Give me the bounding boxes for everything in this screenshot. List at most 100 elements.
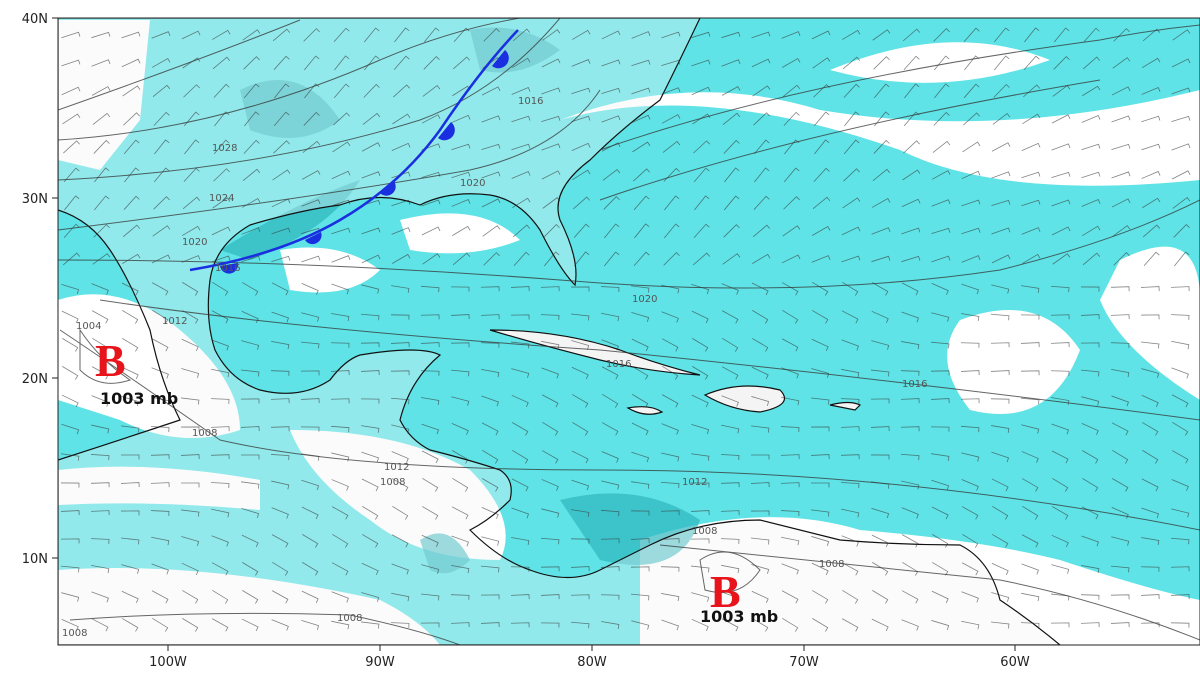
wind-barb bbox=[842, 29, 861, 40]
wind-barb bbox=[1021, 451, 1039, 463]
wind-barb bbox=[991, 562, 1009, 576]
wind-barb bbox=[782, 225, 801, 237]
wind-barb bbox=[450, 286, 470, 292]
wind-barb bbox=[542, 421, 559, 436]
wind-barb bbox=[930, 426, 950, 432]
wind-barb bbox=[931, 506, 949, 520]
wind-barb bbox=[61, 592, 80, 602]
wind-barb bbox=[360, 398, 380, 404]
wind-barb bbox=[1082, 477, 1099, 492]
wind-barb bbox=[122, 224, 141, 238]
wind-barb bbox=[120, 454, 140, 460]
wind-barb bbox=[481, 171, 501, 179]
wind-barb bbox=[782, 84, 801, 98]
wind-barb bbox=[901, 507, 919, 519]
wind-barb bbox=[661, 423, 679, 435]
wind-barb bbox=[930, 370, 950, 376]
wind-barb bbox=[1111, 198, 1131, 208]
wind-barb bbox=[811, 338, 829, 352]
wind-barb bbox=[782, 309, 799, 324]
wind-barb bbox=[361, 478, 379, 492]
wind-barb bbox=[421, 564, 440, 574]
wind-barb bbox=[1141, 170, 1161, 179]
wind-barb bbox=[240, 426, 260, 432]
wind-barb bbox=[1171, 58, 1191, 68]
wind-barb bbox=[1140, 314, 1160, 320]
wind-barb bbox=[151, 282, 169, 296]
longitude-label: 100W bbox=[149, 655, 187, 670]
wind-barb bbox=[242, 29, 261, 41]
wind-barb bbox=[1053, 56, 1070, 70]
wind-barb bbox=[183, 111, 200, 127]
wind-barb bbox=[992, 534, 1009, 548]
wind-barb bbox=[422, 477, 439, 492]
wind-barb bbox=[244, 111, 260, 127]
wind-barb bbox=[691, 86, 711, 96]
wind-barb bbox=[1083, 27, 1100, 43]
wind-barb bbox=[691, 453, 710, 461]
wind-barb bbox=[182, 618, 199, 632]
wind-barb bbox=[181, 562, 199, 576]
wind-barb bbox=[302, 534, 319, 548]
wind-barb bbox=[1172, 197, 1191, 209]
wind-barb bbox=[872, 168, 891, 181]
wind-barb bbox=[1023, 55, 1040, 71]
wind-barb bbox=[1111, 395, 1129, 407]
wind-barb bbox=[633, 168, 650, 182]
wind-barb bbox=[421, 397, 440, 405]
wind-barb bbox=[181, 536, 200, 546]
wind-barb bbox=[661, 452, 680, 462]
wind-barb bbox=[1021, 142, 1041, 151]
wind-barb bbox=[840, 426, 860, 432]
wind-barb bbox=[810, 426, 830, 432]
wind-barb bbox=[92, 337, 109, 352]
wind-barb bbox=[961, 283, 980, 295]
wind-barb bbox=[273, 55, 290, 70]
wind-barb bbox=[601, 480, 620, 490]
latitude-label: 10N bbox=[22, 552, 48, 567]
wind-barb bbox=[300, 426, 320, 432]
wind-barb bbox=[93, 195, 110, 211]
wind-barb bbox=[212, 281, 229, 296]
wind-barb bbox=[900, 453, 920, 461]
wind-barb bbox=[1171, 367, 1189, 379]
wind-barb bbox=[330, 425, 350, 433]
wind-barb bbox=[64, 195, 80, 211]
wind-barb bbox=[964, 55, 980, 71]
wind-barb bbox=[631, 59, 651, 67]
wind-barb bbox=[62, 252, 81, 266]
wind-barb bbox=[122, 338, 139, 352]
wind-barb bbox=[572, 169, 591, 181]
wind-barb bbox=[243, 83, 260, 99]
wind-barb bbox=[573, 196, 591, 210]
wind-barb bbox=[1110, 594, 1130, 600]
wind-barb bbox=[211, 310, 229, 324]
wind-barb bbox=[361, 284, 380, 294]
wind-barb bbox=[664, 195, 680, 211]
wind-barb bbox=[751, 282, 769, 296]
wind-barb bbox=[570, 594, 590, 600]
wind-barb bbox=[601, 30, 621, 40]
wind-barb bbox=[1171, 170, 1191, 180]
wind-barb bbox=[991, 171, 1011, 179]
wind-barb bbox=[751, 31, 771, 39]
wind-barb bbox=[333, 112, 350, 126]
wind-barb bbox=[783, 196, 800, 210]
wind-barb bbox=[121, 58, 141, 68]
wind-barb bbox=[541, 115, 561, 123]
wind-barb bbox=[331, 591, 349, 603]
wind-barb bbox=[1171, 340, 1190, 350]
wind-barb bbox=[723, 139, 740, 154]
axis-ticks bbox=[52, 17, 1016, 651]
wind-barb bbox=[661, 619, 679, 631]
wind-barb bbox=[451, 535, 469, 547]
wind-barb bbox=[1021, 227, 1041, 235]
wind-barb bbox=[210, 482, 230, 489]
wind-barb bbox=[272, 28, 291, 42]
wind-barb bbox=[930, 398, 950, 404]
wind-barb bbox=[211, 255, 231, 263]
wind-barb bbox=[511, 478, 529, 492]
wind-barb bbox=[690, 482, 710, 488]
wind-barb bbox=[242, 282, 259, 296]
wind-barb bbox=[510, 622, 530, 628]
